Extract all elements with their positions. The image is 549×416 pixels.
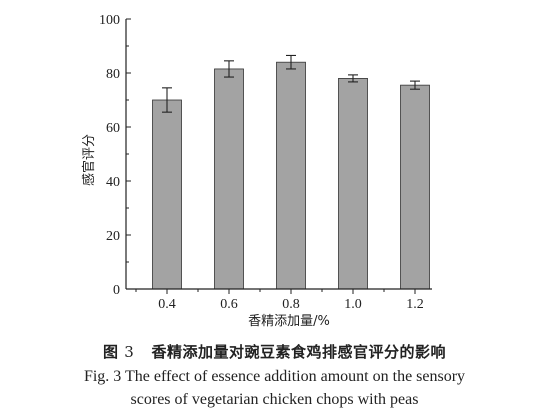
x-tick-label: 1.2 xyxy=(406,297,424,312)
bars-layer xyxy=(152,61,430,290)
x-ticks: 0.4 0.6 0.8 1.0 1.2 xyxy=(135,289,424,312)
bar-0.8 xyxy=(276,61,306,290)
error-bar-0.4 xyxy=(162,87,172,113)
figure-caption-english-line2: scores of vegetarian chicken chops with … xyxy=(130,391,419,408)
y-tick-label: 20 xyxy=(106,229,120,244)
y-tick-label: 100 xyxy=(99,13,120,28)
x-tick-label: 0.8 xyxy=(282,297,300,312)
bar-1.0 xyxy=(338,78,368,290)
bar-0.6 xyxy=(214,68,244,290)
error-bar-1.2 xyxy=(410,80,420,90)
bar-1.2 xyxy=(400,84,430,290)
y-tick-label: 60 xyxy=(106,121,120,136)
bar-0.4 xyxy=(152,99,182,290)
y-ticks: 0 20 40 60 80 100 xyxy=(99,13,131,298)
y-axis-label: 感官评分 xyxy=(81,134,97,186)
x-tick-label: 0.4 xyxy=(158,297,176,312)
x-tick-label: 0.6 xyxy=(220,297,238,312)
error-bar-0.6 xyxy=(224,60,234,78)
caption-title-chinese: 香精添加量对豌豆素食鸡排感官评分的影响 xyxy=(151,343,446,361)
error-bars-layer xyxy=(162,54,420,113)
caption-figure-number: 3 xyxy=(124,343,135,361)
x-tick-label: 1.0 xyxy=(344,297,362,312)
caption-figure-prefix: 图 xyxy=(103,343,119,361)
y-tick-label: 40 xyxy=(106,175,120,190)
y-tick-label: 0 xyxy=(113,283,120,298)
x-axis-label: 香精添加量/% xyxy=(248,314,330,329)
y-tick-label: 80 xyxy=(106,67,120,82)
error-bar-1.0 xyxy=(348,74,358,83)
error-bar-0.8 xyxy=(286,54,296,70)
figure-caption-english-line1: Fig. 3 The effect of essence addition am… xyxy=(83,368,466,385)
figure-caption-chinese: 图 3 香精添加量对豌豆素食鸡排感官评分的影响 xyxy=(0,341,549,362)
